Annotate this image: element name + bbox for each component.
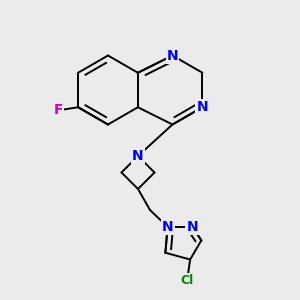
Text: Cl: Cl <box>181 274 194 287</box>
Text: N: N <box>132 149 144 163</box>
Text: N: N <box>167 49 178 62</box>
Text: N: N <box>162 220 173 234</box>
Text: N: N <box>187 220 198 234</box>
Text: F: F <box>54 103 63 117</box>
Text: N: N <box>196 100 208 114</box>
